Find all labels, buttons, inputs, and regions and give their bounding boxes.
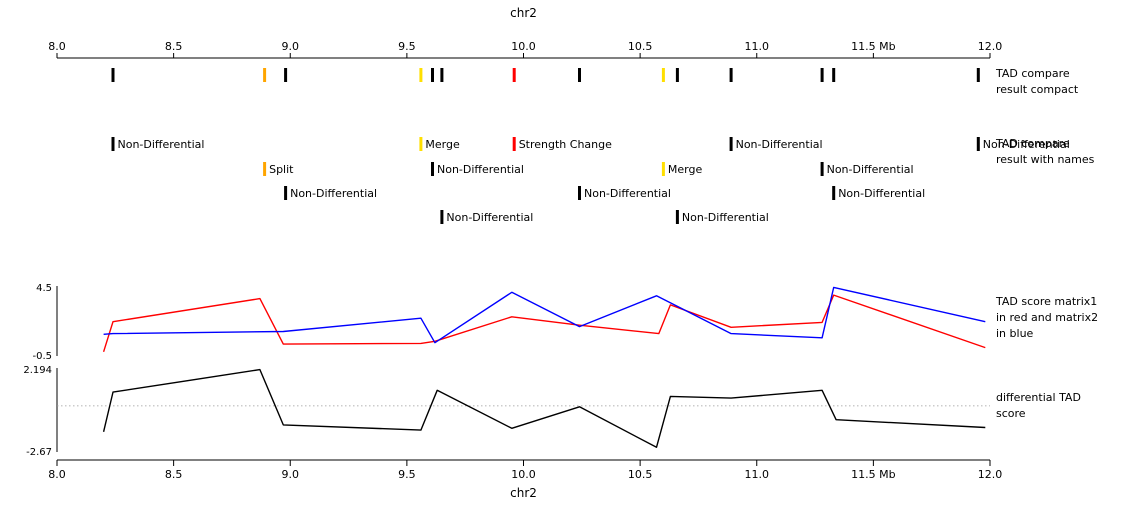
axis-tick-label: 10.0 xyxy=(511,40,536,53)
axis-tick-label: 8.5 xyxy=(165,40,183,53)
tad-boundary-mark xyxy=(512,68,516,82)
tad-boundary-mark xyxy=(419,68,423,82)
tad-boundary-mark xyxy=(820,162,824,176)
tad-boundary-mark xyxy=(440,68,444,82)
tad-boundary-mark xyxy=(284,186,288,200)
axis-tick-label: 11.5 Mb xyxy=(851,40,895,53)
track-label-compact: TAD compare result compact xyxy=(996,67,1079,96)
tad-boundary-mark xyxy=(419,137,423,151)
axis-tick-label: 10.0 xyxy=(511,468,536,481)
axis-tick-label: 12.0 xyxy=(978,468,1003,481)
tad-boundary-label: Non-Differential xyxy=(682,211,769,224)
tad-boundary-mark xyxy=(111,68,115,82)
axis-tick-label: 8.0 xyxy=(48,468,66,481)
chromosome-title-top: chr2 xyxy=(510,6,537,20)
axis-tick-label: 11.0 xyxy=(745,40,770,53)
tad-boundary-mark xyxy=(431,68,434,82)
track-label-tad-scores: TAD score matrix1 in red and matrix2 in … xyxy=(996,295,1099,340)
axis-tick-label: 8.5 xyxy=(165,468,183,481)
tad-boundary-label: Non-Differential xyxy=(446,211,533,224)
tad-boundary-mark xyxy=(578,68,581,82)
track-label-differential-score: differential TAD score xyxy=(996,391,1081,420)
tad-boundary-mark xyxy=(729,137,733,151)
tad-boundary-mark xyxy=(820,68,824,82)
tad-boundary-label: Non-Differential xyxy=(736,138,823,151)
track-label-named: TAD compare result with names xyxy=(996,137,1095,166)
tad-boundary-label: Non-Differential xyxy=(290,187,377,200)
tad-boundary-label: Non-Differential xyxy=(584,187,671,200)
tad-boundary-mark xyxy=(976,68,980,82)
tad-boundary-mark xyxy=(661,162,665,176)
tad-boundary-label: Non-Differential xyxy=(118,138,205,151)
tad-boundary-mark xyxy=(431,162,434,176)
y-max-label: 2.194 xyxy=(23,365,52,376)
tad-boundary-mark xyxy=(512,137,516,151)
tad-boundary-mark xyxy=(111,137,115,151)
tad-boundary-mark xyxy=(729,68,733,82)
tad-boundary-mark xyxy=(832,186,836,200)
tad-boundary-mark xyxy=(263,162,267,176)
axis-tick-label: 8.0 xyxy=(48,40,66,53)
y-min-label: -0.5 xyxy=(32,351,52,362)
axis-tick-label: 12.0 xyxy=(978,40,1003,53)
tad-boundary-label: Merge xyxy=(425,138,460,151)
axis-tick-label: 9.0 xyxy=(282,468,300,481)
axis-tick-label: 11.0 xyxy=(745,468,770,481)
tad-boundary-label: Non-Differential xyxy=(983,138,1070,151)
tad-boundary-label: Non-Differential xyxy=(437,163,524,176)
tad-boundary-mark xyxy=(440,210,444,224)
axis-tick-label: 11.5 Mb xyxy=(851,468,895,481)
tad-boundary-label: Non-Differential xyxy=(827,163,914,176)
series-line-differential-tad-score xyxy=(102,368,986,448)
axis-tick-label: 10.5 xyxy=(628,40,653,53)
tad-boundary-label: Non-Differential xyxy=(838,187,925,200)
tad-boundary-mark xyxy=(976,137,980,151)
tad-boundary-label: Merge xyxy=(668,163,703,176)
tad-boundary-mark xyxy=(578,186,581,200)
tad-boundary-mark xyxy=(675,68,679,82)
tad-boundary-label: Strength Change xyxy=(519,138,612,151)
tad-boundary-mark xyxy=(675,210,679,224)
y-min-label: -2.67 xyxy=(26,447,52,458)
series-line-tad-score-matrix2 xyxy=(103,286,986,344)
axis-tick-label: 9.5 xyxy=(398,468,416,481)
series-line-tad-score-matrix1 xyxy=(102,294,986,353)
tad-boundary-mark xyxy=(832,68,836,82)
axis-tick-label: 9.5 xyxy=(398,40,416,53)
axis-tick-label: 10.5 xyxy=(628,468,653,481)
tad-boundary-mark xyxy=(661,68,665,82)
tad-boundary-mark xyxy=(284,68,288,82)
tad-boundary-label: Split xyxy=(269,163,294,176)
axis-tick-label: 9.0 xyxy=(282,40,300,53)
y-max-label: 4.5 xyxy=(36,283,52,294)
chromosome-title-bottom: chr2 xyxy=(510,486,537,500)
tad-boundary-mark xyxy=(263,68,267,82)
